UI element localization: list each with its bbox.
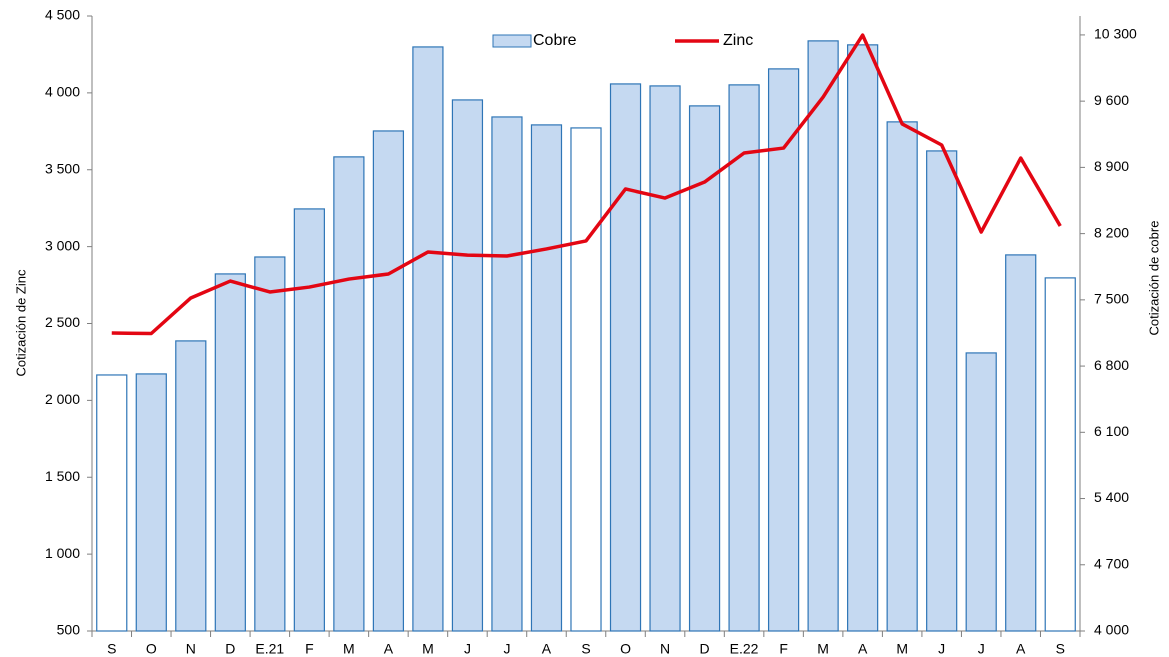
x-tick-label: A — [1016, 641, 1026, 657]
y2-tick-label: 4 000 — [1094, 622, 1129, 638]
x-tick-label: S — [107, 641, 116, 657]
bar — [688, 105, 721, 632]
y2-tick-label: 5 400 — [1094, 489, 1129, 505]
y-tick-label: 1 000 — [45, 545, 80, 561]
x-tick-label: A — [384, 641, 394, 657]
y-tick-label: 3 500 — [45, 160, 80, 176]
bar — [767, 68, 800, 632]
y-axis-label: Cotización de Zinc — [13, 269, 28, 376]
line — [111, 33, 1062, 336]
y2-tick-label: 9 600 — [1094, 92, 1129, 108]
bar — [609, 83, 642, 632]
x-tick-label: F — [779, 641, 788, 657]
y-tick-label: 4 500 — [45, 7, 80, 23]
bar — [96, 374, 128, 632]
bar — [254, 256, 286, 632]
y-tick-label: 4 000 — [45, 84, 80, 100]
legend-label: Cobre — [533, 32, 577, 49]
legend-swatch — [492, 34, 532, 48]
bar — [570, 127, 602, 632]
y2-tick-label: 6 800 — [1094, 357, 1129, 373]
bar — [1005, 254, 1037, 632]
y2-tick-label: 7 500 — [1094, 291, 1129, 307]
y-tick-label: 500 — [57, 622, 81, 638]
x-tick-label: S — [1056, 641, 1065, 657]
y2-tick-label: 4 700 — [1094, 555, 1129, 571]
bar — [333, 156, 365, 632]
x-tick-label: D — [225, 641, 235, 657]
x-tick-label: N — [186, 641, 196, 657]
x-tick-label: J — [978, 641, 985, 657]
y2-tick-label: 8 200 — [1094, 224, 1129, 240]
bar — [214, 273, 246, 632]
y-tick-label: 3 000 — [45, 237, 80, 253]
x-tick-label: S — [581, 641, 590, 657]
x-tick-label: E.22 — [730, 641, 759, 657]
bar — [965, 352, 997, 632]
x-tick-label: M — [343, 641, 355, 657]
x-tick-label: M — [422, 641, 434, 657]
y2-tick-label: 6 100 — [1094, 423, 1129, 439]
bar — [530, 124, 563, 632]
y-tick-label: 2 000 — [45, 391, 80, 407]
bar — [372, 130, 405, 632]
bar — [451, 99, 484, 632]
x-tick-label: O — [146, 641, 157, 657]
bar — [412, 46, 444, 632]
x-tick-label: J — [503, 641, 510, 657]
y-tick-label: 1 500 — [45, 468, 80, 484]
x-tick-label: A — [542, 641, 552, 657]
x-tick-label: M — [817, 641, 829, 657]
x-tick-label: A — [858, 641, 868, 657]
x-tick-label: D — [699, 641, 709, 657]
x-tick-label: M — [896, 641, 908, 657]
x-tick-label: J — [464, 641, 471, 657]
x-tick-label: O — [620, 641, 631, 657]
bar — [135, 373, 167, 632]
bar — [1044, 277, 1076, 632]
bar — [175, 340, 207, 632]
y2-tick-label: 8 900 — [1094, 158, 1129, 174]
bar — [491, 116, 523, 632]
y2-axis-label: Cotización de cobre — [1146, 221, 1161, 336]
bar — [728, 84, 760, 632]
y2-tick-label: 10 300 — [1094, 26, 1137, 42]
x-tick-label: E.21 — [255, 641, 284, 657]
x-tick-label: J — [938, 641, 945, 657]
bar — [293, 208, 325, 632]
x-tick-label: N — [660, 641, 670, 657]
bar — [807, 40, 839, 632]
bar — [649, 85, 681, 632]
bar — [886, 121, 918, 632]
y-tick-label: 2 500 — [45, 314, 80, 330]
bar — [926, 150, 958, 632]
bar — [847, 44, 879, 632]
legend-label: Zinc — [723, 32, 753, 49]
x-tick-label: F — [305, 641, 314, 657]
